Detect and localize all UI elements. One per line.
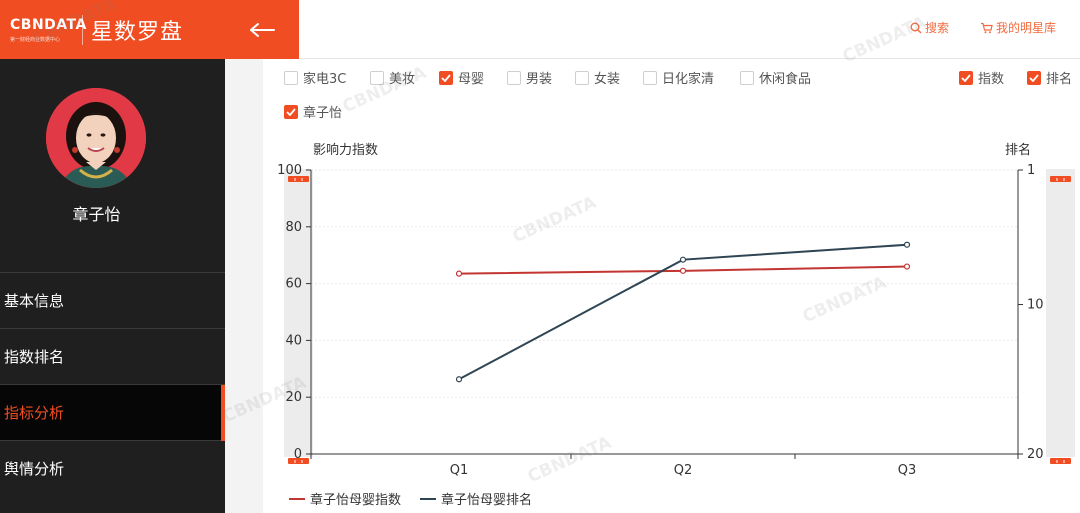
- sidebar-item-sentiment-analysis[interactable]: 舆情分析: [0, 440, 225, 496]
- y-left-tick-label: 40: [285, 333, 302, 348]
- category-checkbox-menswear[interactable]: 男装: [507, 68, 552, 87]
- category-checkbox-snacks[interactable]: 休闲食品: [740, 68, 811, 87]
- y-left-tick-label: 20: [285, 390, 302, 405]
- checkbox-label: 排名: [1046, 72, 1073, 87]
- brand-bar: CBNDATA 第一财经商业数据中心 星数罗盘: [0, 0, 225, 59]
- category-checkbox-household[interactable]: 日化家清: [643, 68, 714, 87]
- my-star-library-link[interactable]: 我的明星库: [980, 19, 1056, 36]
- celebrity-avatar: [46, 88, 146, 188]
- legend-item-rank[interactable]: 章子怡母婴排名: [420, 489, 532, 508]
- cbndata-logo: CBNDATA 第一财经商业数据中心: [0, 0, 87, 59]
- legend-swatch: [289, 497, 305, 500]
- my-star-library-label: 我的明星库: [996, 21, 1057, 35]
- category-checkbox-womenswear[interactable]: 女装: [575, 68, 620, 87]
- category-checkbox-beauty[interactable]: 美妆: [370, 68, 415, 87]
- x-tick-label: Q2: [674, 463, 693, 478]
- y-left-tick-label: 60: [285, 277, 302, 292]
- metric-checkbox-rank[interactable]: 排名: [1027, 68, 1072, 87]
- y-left-tick-label: 100: [277, 163, 302, 178]
- logo-divider: [82, 14, 83, 45]
- checkbox-icon: [575, 70, 589, 85]
- chart-axes: 0 20 40 60 80 100 1 10 20 Q1 Q2 Q3: [277, 163, 1043, 478]
- checkbox-label: 美妆: [389, 72, 416, 87]
- celebrity-checkbox[interactable]: 章子怡: [284, 102, 342, 121]
- data-point: [903, 263, 911, 270]
- chart-grid: [311, 169, 1018, 398]
- sidebar: CBNDATA 第一财经商业数据中心 星数罗盘 章子怡: [0, 0, 225, 513]
- checkmark-icon: [959, 70, 973, 85]
- y-axis-right-label: 排名: [1005, 142, 1031, 158]
- checkbox-icon: [284, 70, 298, 85]
- category-checkbox-appliances[interactable]: 家电3C: [284, 68, 346, 87]
- checkbox-label: 家电3C: [303, 72, 347, 87]
- cart-icon: [981, 22, 993, 33]
- metric-checkbox-index[interactable]: 指数: [959, 68, 1004, 87]
- celebrity-name: 章子怡: [72, 205, 121, 224]
- content-panel: [263, 59, 1080, 513]
- top-bar: 搜索 我的明星库: [225, 0, 1080, 59]
- data-point: [455, 270, 463, 277]
- y-right-tick-label: 20: [1027, 447, 1044, 462]
- x-tick-label: Q1: [450, 463, 469, 478]
- arrow-left-icon: [250, 22, 275, 37]
- logo-text: CBNDATA: [10, 16, 87, 33]
- category-checkbox-maternal[interactable]: 母婴: [439, 68, 484, 87]
- y-left-tick-label: 0: [294, 447, 302, 462]
- sidebar-menu: 基本信息 指数排名 指标分析 舆情分析: [0, 272, 225, 496]
- checkbox-label: 女装: [594, 72, 621, 87]
- slider-handle-bottom[interactable]: [284, 450, 313, 464]
- sidebar-item-label: 舆情分析: [4, 460, 65, 478]
- left-axis-zoom-slider[interactable]: [284, 168, 313, 464]
- slider-handle-top[interactable]: [284, 168, 313, 182]
- checkbox-label: 日化家清: [662, 72, 715, 87]
- legend-label: 章子怡母婴排名: [441, 493, 533, 508]
- checkbox-icon: [370, 70, 384, 85]
- checkbox-icon: [507, 70, 521, 85]
- legend-swatch: [420, 497, 436, 500]
- sidebar-item-index-ranking[interactable]: 指数排名: [0, 328, 225, 384]
- content-gutter: [225, 59, 263, 513]
- legend-item-index[interactable]: 章子怡母婴指数: [289, 489, 401, 508]
- checkbox-label: 母婴: [458, 72, 485, 87]
- sidebar-item-label: 指数排名: [4, 348, 65, 366]
- active-indicator: [221, 385, 225, 441]
- y-axis-left-label: 影响力指数: [313, 142, 378, 158]
- slider-handle-top[interactable]: [1046, 168, 1075, 182]
- search-label: 搜索: [925, 21, 950, 35]
- sidebar-item-metric-analysis[interactable]: 指标分析: [0, 384, 225, 441]
- checkbox-label: 章子怡: [303, 106, 343, 121]
- checkmark-icon: [284, 104, 298, 119]
- back-button[interactable]: [225, 0, 299, 59]
- y-right-tick-label: 1: [1027, 163, 1035, 178]
- slider-handle-bottom[interactable]: [1046, 450, 1075, 464]
- checkbox-label: 男装: [526, 72, 553, 87]
- search-icon: [910, 22, 922, 33]
- data-point: [679, 267, 687, 274]
- data-point: [903, 241, 911, 248]
- sidebar-item-basic-info[interactable]: 基本信息: [0, 272, 225, 328]
- checkbox-label: 指数: [978, 72, 1005, 87]
- data-point: [679, 256, 687, 263]
- checkmark-icon: [1027, 70, 1041, 85]
- series-line-rank: [458, 243, 908, 381]
- checkbox-icon: [643, 70, 657, 85]
- checkbox-label: 休闲食品: [759, 72, 812, 87]
- right-axis-zoom-slider[interactable]: [1046, 168, 1075, 464]
- sidebar-item-label: 指标分析: [4, 404, 65, 422]
- y-right-tick-label: 10: [1027, 298, 1044, 313]
- checkmark-icon: [439, 70, 453, 85]
- logo-subtext: 第一财经商业数据中心: [10, 36, 61, 43]
- sidebar-item-label: 基本信息: [4, 292, 65, 310]
- x-tick-label: Q3: [898, 463, 917, 478]
- legend-label: 章子怡母婴指数: [310, 493, 402, 508]
- y-left-tick-label: 80: [285, 220, 302, 235]
- chart-series: [455, 241, 911, 383]
- app-title: 星数罗盘: [91, 19, 184, 45]
- checkbox-icon: [740, 70, 754, 85]
- data-point: [455, 376, 463, 383]
- line-chart: 0 20 40 60 80 100 1 10 20 Q1 Q2 Q3 影响力指数 排名: [277, 142, 1043, 478]
- search-link[interactable]: 搜索: [910, 19, 949, 36]
